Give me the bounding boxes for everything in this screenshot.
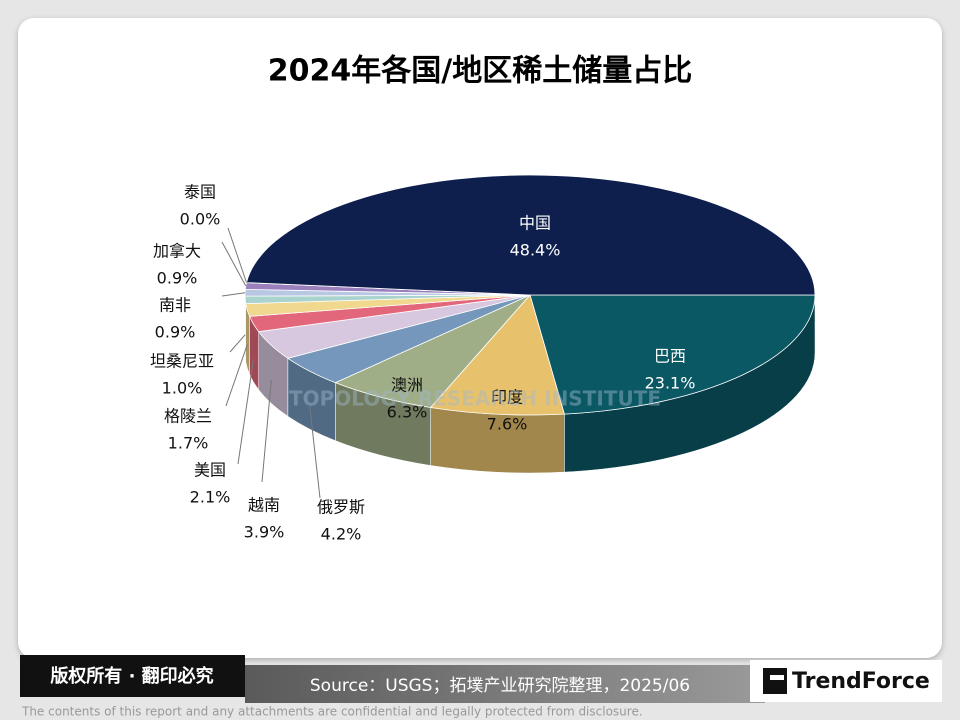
watermark: TOPOLOGY RESEARCH INSTITUTE — [289, 387, 661, 411]
slice-label: 泰国 — [184, 183, 216, 202]
copyright-box — [20, 655, 245, 697]
source: Source：USGS；拓墣产业研究院整理，2025/06 — [310, 676, 690, 696]
slice-label: 澳洲 — [391, 376, 423, 395]
logo: TrendForce — [792, 669, 930, 694]
pie-chart: 巴西 23.1% 印度 7.6% 澳洲 6.3% 俄罗斯 4.2% 越南 3.9% 美国 2.1% 格陵… — [150, 174, 816, 544]
slice-label: 美国 — [194, 461, 226, 480]
leader-line — [221, 241, 247, 287]
leader-line — [309, 405, 321, 499]
leader-line — [237, 358, 254, 465]
slice-label: 南非 — [159, 296, 191, 315]
value-label: 48.4% — [510, 241, 561, 260]
source-band — [245, 665, 765, 703]
slice-label: 格陵兰 — [164, 407, 212, 426]
leader-line — [225, 344, 248, 407]
value-label: 6.3% — [387, 403, 428, 422]
value-label: 7.6% — [487, 415, 528, 434]
slice — [529, 294, 816, 415]
value-label: 0.0% — [180, 210, 221, 229]
disclaimer: The contents of this report and any atta… — [21, 705, 643, 719]
value-label: 2.1% — [190, 488, 231, 507]
slice — [334, 294, 531, 408]
value-label: 0.9% — [157, 269, 198, 288]
value-label: 0.9% — [155, 323, 196, 342]
slice-label: 加拿大 — [153, 242, 201, 261]
leader-line — [221, 292, 246, 297]
slice — [429, 294, 565, 416]
logo-icon-stroke — [770, 675, 784, 680]
logo-icon — [763, 668, 787, 694]
slice-label: 巴西 — [654, 347, 686, 366]
slice-label: 印度 — [491, 388, 523, 407]
value-label: 1.0% — [162, 379, 203, 398]
chart-title: 2024年各国/地区稀土储量占比 — [268, 54, 692, 89]
copyright: 版权所有 · 翻印必究 — [50, 665, 213, 687]
slice-label: 俄罗斯 — [317, 498, 365, 517]
slice-label: 坦桑尼亚 — [150, 352, 214, 371]
slice — [246, 174, 816, 296]
leader-line — [261, 380, 272, 483]
value-label: 1.7% — [168, 434, 209, 453]
slice-label: 越南 — [248, 496, 280, 515]
value-label: 3.9% — [244, 523, 285, 542]
value-label: 23.1% — [645, 374, 696, 393]
leader-line — [227, 227, 247, 283]
value-label: 4.2% — [321, 525, 362, 544]
leader-line — [229, 334, 246, 353]
slice-label: 中国 — [519, 214, 551, 233]
